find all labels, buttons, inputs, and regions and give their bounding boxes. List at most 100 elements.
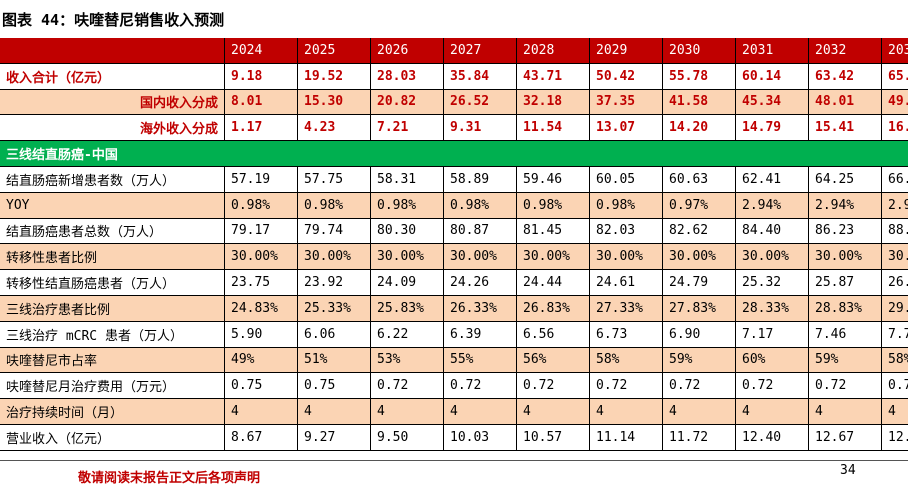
table-cell: 7.46 xyxy=(809,321,882,347)
table-cell: 24.44 xyxy=(517,270,590,295)
table-cell: 7.21 xyxy=(371,115,444,141)
table-cell: 8.01 xyxy=(225,89,298,115)
row-label: 国内收入分成 xyxy=(0,89,225,115)
table-row: 海外收入分成 1.17 4.23 7.21 9.31 11.54 13.07 14.20 14.… xyxy=(0,115,908,142)
table-cell: 53% xyxy=(371,347,444,373)
table-cell: 24.79 xyxy=(663,270,736,295)
row-label: 三线治疗 mCRC 患者（万人） xyxy=(0,321,225,347)
header-label xyxy=(0,38,225,63)
section-header: 三线结直肠癌-中国 xyxy=(0,141,908,167)
title: 图表 44：呋喹替尼销售收入预测 xyxy=(2,11,225,29)
row-label: YOY xyxy=(0,192,225,218)
row-label: 海外收入分成 xyxy=(0,115,225,141)
row-label: 三线治疗患者比例 xyxy=(0,295,225,321)
table-row: 结直肠癌患者总数（万人） 79.17 79.74 80.30 80.87 81.45 82.… xyxy=(0,218,908,245)
table-cell: 6.73 xyxy=(590,321,663,347)
table-cell: 7.17 xyxy=(736,321,809,347)
table-cell: 30.00% xyxy=(590,244,663,270)
row-label: 转移性患者比例 xyxy=(0,244,225,270)
table-cell: 4 xyxy=(444,399,517,424)
table-cell: 24.09 xyxy=(371,270,444,295)
table-cell: 7.7 xyxy=(882,322,908,347)
table-cell: 15.41 xyxy=(809,115,882,141)
row-label: 营业收入（亿元） xyxy=(0,424,225,450)
row-label: 转移性结直肠癌患者（万人） xyxy=(0,270,225,295)
table-cell: 2.94% xyxy=(809,192,882,218)
table-cell: 66. xyxy=(882,167,908,192)
table-cell: 30.00% xyxy=(444,244,517,270)
table-cell: 23.92 xyxy=(298,270,371,295)
table-cell: 6.22 xyxy=(371,321,444,347)
table-cell: 5.90 xyxy=(225,321,298,347)
column-header: 2027 xyxy=(444,38,517,63)
row-label: 呋喹替尼市占率 xyxy=(0,347,225,373)
row-label: 治疗持续时间（月） xyxy=(0,399,225,424)
table-cell: 12.40 xyxy=(736,424,809,450)
column-header: 2026 xyxy=(371,38,444,63)
table-cell: 84.40 xyxy=(736,218,809,244)
table-cell: 24.26 xyxy=(444,270,517,295)
table-cell: 58.31 xyxy=(371,166,444,192)
table-cell: 20.82 xyxy=(371,89,444,115)
table-cell: 65. xyxy=(882,64,908,89)
table-cell: 57.75 xyxy=(298,166,371,192)
table-cell: 6.56 xyxy=(517,321,590,347)
table-cell: 49. xyxy=(882,90,908,115)
table-cell: 10.57 xyxy=(517,424,590,450)
table: 202420252026202720282029203020312032203收… xyxy=(0,38,908,451)
table-cell: 11.54 xyxy=(517,115,590,141)
table-cell: 80.30 xyxy=(371,218,444,244)
table-cell: 30.00% xyxy=(298,244,371,270)
table-row: 收入合计（亿元） 9.18 19.52 28.03 35.84 43.71 50.42 55.… xyxy=(0,63,908,90)
table-cell: 4 xyxy=(663,399,736,424)
table-cell: 0.72 xyxy=(663,373,736,399)
table-cell: 55.78 xyxy=(663,63,736,89)
table-cell: 4 xyxy=(225,399,298,424)
table-cell: 9.27 xyxy=(298,424,371,450)
table-cell: 24.61 xyxy=(590,270,663,295)
table-cell: 58% xyxy=(590,347,663,373)
page-number: 34 xyxy=(840,463,856,478)
table-row: 营业收入（亿元） 8.67 9.27 9.50 10.03 10.57 11.14 11.72… xyxy=(0,424,908,451)
table-cell: 11.72 xyxy=(663,424,736,450)
table-cell: 81.45 xyxy=(517,218,590,244)
table-cell: 0.98% xyxy=(590,192,663,218)
table-cell: 0.72 xyxy=(736,373,809,399)
column-header: 2024 xyxy=(225,38,298,63)
table-cell: 60% xyxy=(736,347,809,373)
table-cell: 88. xyxy=(882,219,908,244)
table-cell: 30.00% xyxy=(736,244,809,270)
table-row: 呋喹替尼月治疗费用（万元） 0.75 0.75 0.72 0.72 0.72 0.72 0.7… xyxy=(0,373,908,400)
table-row: 结直肠癌新增患者数（万人） 57.19 57.75 58.31 58.89 59.46 60… xyxy=(0,166,908,193)
table-cell: 35.84 xyxy=(444,63,517,89)
table-cell: 0.72 xyxy=(517,373,590,399)
table-row: 国内收入分成 8.01 15.30 20.82 26.52 32.18 37.35 41.58… xyxy=(0,89,908,116)
table-cell: 27.83% xyxy=(663,295,736,321)
table-cell: 12.67 xyxy=(809,424,882,450)
column-header: 2028 xyxy=(517,38,590,63)
table-cell: 30.00% xyxy=(663,244,736,270)
table-cell: 4 xyxy=(736,399,809,424)
table-cell: 30.00% xyxy=(225,244,298,270)
table-cell: 79.17 xyxy=(225,218,298,244)
table-cell: 4 xyxy=(517,399,590,424)
table-cell: 63.42 xyxy=(809,63,882,89)
table-cell: 15.30 xyxy=(298,89,371,115)
row-label: 结直肠癌患者总数（万人） xyxy=(0,218,225,244)
disclaimer: 敬请阅读末报告正文后各项声明 xyxy=(78,471,261,486)
table-cell: 8.67 xyxy=(225,424,298,450)
table-cell: 4 xyxy=(590,399,663,424)
table-cell: 28.03 xyxy=(371,63,444,89)
table-cell: 41.58 xyxy=(663,89,736,115)
table-cell: 4 xyxy=(809,399,882,424)
row-label: 结直肠癌新增患者数（万人） xyxy=(0,166,225,192)
table-cell: 0.98% xyxy=(225,192,298,218)
column-header: 2030 xyxy=(663,38,736,63)
table-row: YOY 0.98% 0.98% 0.98% 0.98% 0.98% 0.98% 0.97% 2.… xyxy=(0,192,908,219)
table-cell: 45.34 xyxy=(736,89,809,115)
table-cell: 2.9 xyxy=(882,193,908,218)
table-cell: 0.98% xyxy=(298,192,371,218)
table-cell: 28.33% xyxy=(736,295,809,321)
table-cell: 48.01 xyxy=(809,89,882,115)
